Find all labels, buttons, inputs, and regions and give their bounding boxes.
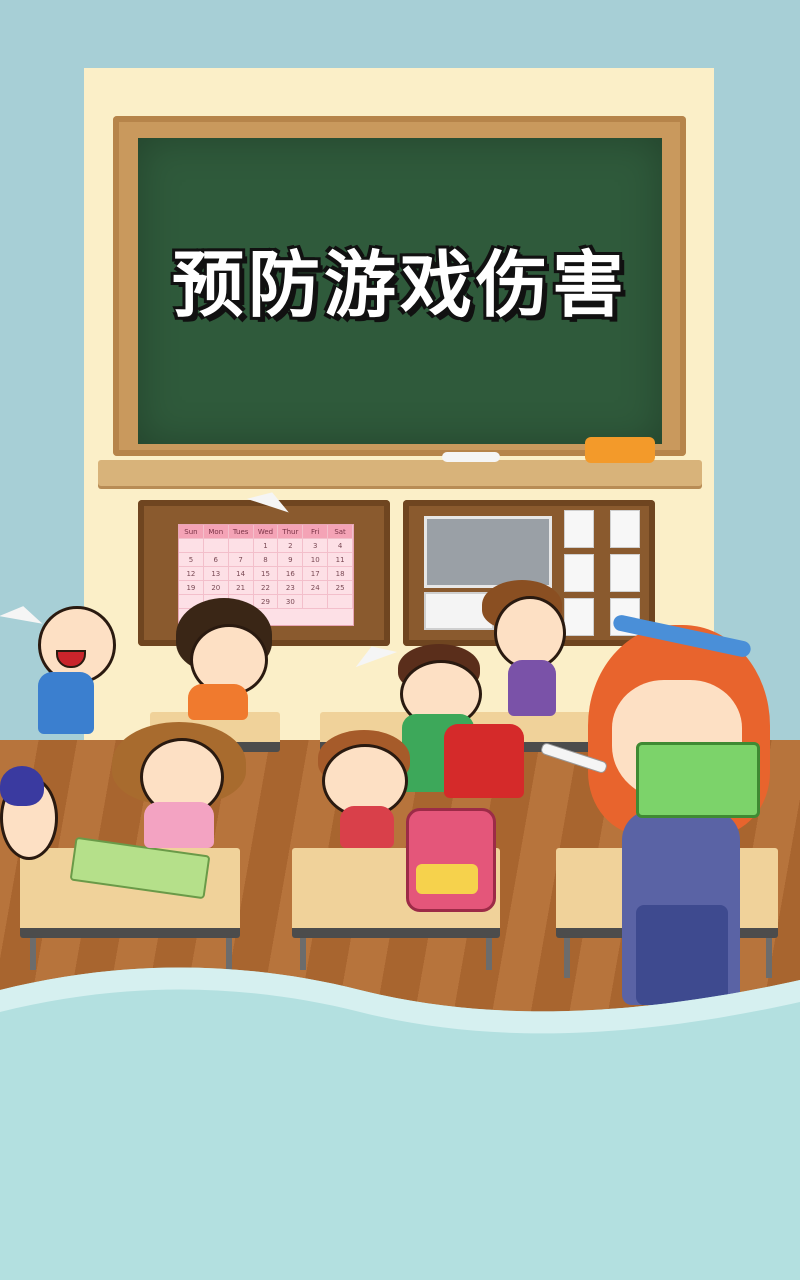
bottom-wave-panel: [0, 967, 800, 1280]
calendar-date: 12: [179, 567, 204, 581]
calendar-date: 19: [179, 581, 204, 595]
calendar-date: [328, 595, 353, 609]
wall-poster: [424, 516, 552, 588]
calendar-date: 8: [253, 553, 279, 567]
calendar-date: 11: [328, 553, 353, 567]
calendar-date: 22: [253, 581, 279, 595]
wall-card: [610, 510, 640, 548]
calendar-date: 30: [278, 595, 304, 609]
wall-card: [610, 554, 640, 592]
calendar-date: 21: [228, 581, 254, 595]
chalkboard-ledge: [98, 460, 702, 486]
calendar-date: [228, 539, 254, 553]
calendar-day-header: Mon: [203, 525, 229, 539]
desk-leg: [486, 938, 492, 970]
calendar-date: [303, 595, 329, 609]
wall-card: [564, 598, 594, 636]
calendar-date: 16: [278, 567, 304, 581]
child-body: [188, 684, 248, 720]
child-mouth: [56, 650, 86, 668]
calendar-date: 20: [203, 581, 229, 595]
calendar-date: 7: [228, 553, 254, 567]
calendar-date: 15: [253, 567, 279, 581]
child-body: [38, 672, 94, 734]
paper-plane-icon: [0, 602, 45, 624]
chalkboard: [138, 138, 662, 444]
calendar-date: 2: [278, 539, 304, 553]
calendar-date: 3: [303, 539, 329, 553]
backpack-pocket: [416, 864, 478, 894]
calendar-date: 23: [278, 581, 304, 595]
calendar-date: 17: [303, 567, 329, 581]
calendar-day-header: Tues: [228, 525, 254, 539]
child-body: [340, 806, 394, 848]
eraser-icon: [585, 437, 655, 463]
wall-card: [564, 554, 594, 592]
calendar-day-header: Fri: [303, 525, 329, 539]
calendar-date: 10: [303, 553, 329, 567]
child-face: [494, 596, 566, 670]
desk-leg: [30, 938, 36, 970]
calendar-day-header: Sun: [179, 525, 204, 539]
backpack-icon: [406, 808, 496, 912]
chalk-icon: [442, 452, 500, 462]
calendar-day-header: Sat: [328, 525, 353, 539]
calendar-date: 1: [253, 539, 279, 553]
child-body: [144, 802, 214, 848]
calendar-date: 5: [179, 553, 204, 567]
calendar-day-header: Wed: [253, 525, 279, 539]
calendar-date: 9: [278, 553, 304, 567]
calendar-date: [203, 539, 229, 553]
calendar-date: 4: [328, 539, 353, 553]
calendar-date: [179, 539, 204, 553]
desk-leg: [564, 938, 570, 978]
calendar-date: 29: [253, 595, 279, 609]
calendar-date: 25: [328, 581, 353, 595]
calendar-date: 6: [203, 553, 229, 567]
child-face: [38, 606, 116, 684]
teacher-skirt: [636, 905, 728, 1005]
desk-leg: [766, 938, 772, 978]
child-cape: [444, 724, 524, 798]
calendar-date: 14: [228, 567, 254, 581]
desk-leg: [226, 938, 232, 970]
desk-leg: [300, 938, 306, 970]
calendar-date: 24: [303, 581, 329, 595]
teacher-book-icon: [636, 742, 760, 818]
calendar-date: 18: [328, 567, 353, 581]
child-cap: [0, 766, 44, 806]
wall-card: [564, 510, 594, 548]
calendar-day-header: Thur: [278, 525, 304, 539]
page-title: 预防游戏伤害: [171, 243, 628, 327]
child-body: [508, 660, 556, 716]
calendar-date: 13: [203, 567, 229, 581]
